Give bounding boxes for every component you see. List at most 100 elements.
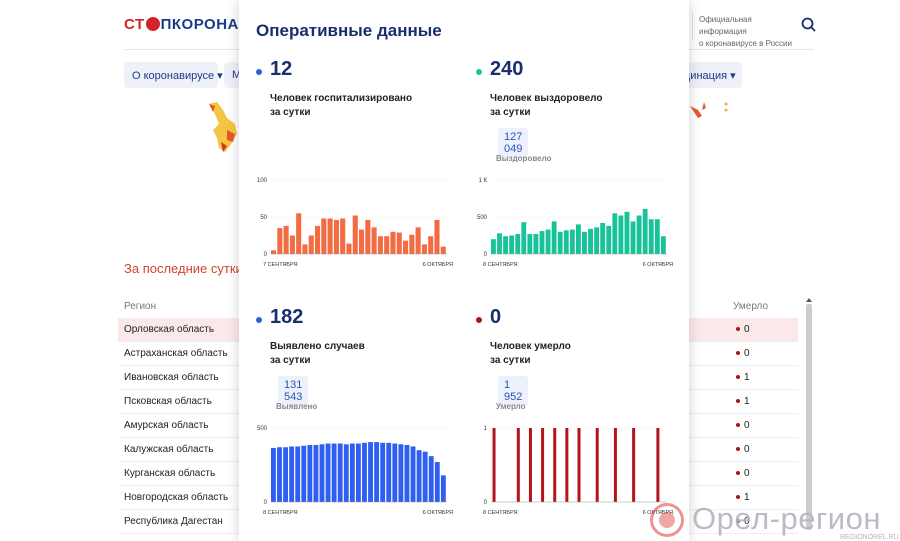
- x-start-label: 8 СЕНТЯБРЯ: [483, 262, 518, 268]
- chart-bar: [428, 456, 434, 502]
- chart-bar: [333, 219, 339, 254]
- chart-bar: [368, 442, 373, 502]
- chart-cases: 500 0 8 СЕНТЯБРЯ 6 ОКТЯБРЯ: [247, 420, 457, 520]
- deaths-value: 0: [744, 324, 750, 335]
- site-header: СТ ПКОРОНАВИ Официальная информация о кор…: [0, 0, 900, 52]
- chart-bar: [283, 225, 289, 254]
- table-row-region[interactable]: Новгородская область: [118, 486, 240, 510]
- chart-bar: [384, 236, 390, 254]
- deaths-value: 0: [744, 516, 750, 527]
- stat-value: 0: [490, 306, 502, 328]
- table-row-region[interactable]: Республика Дагестан: [118, 510, 240, 534]
- chart-bar: [613, 428, 617, 502]
- table-row-region[interactable]: Курганская область: [118, 462, 240, 486]
- chart-bar: [654, 219, 660, 254]
- russia-map-fragment-right: [690, 102, 728, 118]
- section-title-last-day: За последние сутки: [124, 261, 243, 276]
- table-row-deaths: 0: [688, 438, 798, 462]
- bullet-icon: [736, 327, 740, 332]
- deaths-value: 1: [744, 372, 750, 383]
- chart-bar: [325, 443, 331, 502]
- chart-bar: [434, 219, 440, 254]
- table-row-region[interactable]: Орловская область: [118, 318, 240, 342]
- chart-bar: [545, 229, 551, 254]
- chart-bar: [582, 231, 587, 254]
- header-divider: [692, 12, 693, 40]
- chart-bar: [346, 243, 352, 254]
- bullet-icon: [736, 423, 740, 428]
- table-row-region[interactable]: Астраханская область: [118, 342, 240, 366]
- table-row-region[interactable]: Псковская область: [118, 390, 240, 414]
- chart-bar: [362, 442, 367, 502]
- y-tick-label: 1 К: [479, 178, 488, 184]
- chart-bar: [497, 233, 502, 254]
- chart-bar: [319, 444, 325, 502]
- chart-bar: [541, 428, 545, 502]
- nav-about-coronavirus[interactable]: О коронавирусе ▾: [124, 62, 223, 88]
- chart-bar: [551, 221, 557, 254]
- table-row-deaths: 0: [688, 342, 798, 366]
- operational-data-panel: Оперативные данные 12 Человек госпитализ…: [239, 0, 689, 541]
- stat-total: 131 543: [278, 376, 309, 406]
- x-end-label: 6 ОКТЯБРЯ: [643, 262, 673, 268]
- chart-bar: [509, 235, 515, 254]
- table-row-region[interactable]: Амурская область: [118, 414, 240, 438]
- chart-bar: [392, 443, 398, 502]
- nav-item-measures[interactable]: М: [224, 62, 241, 88]
- y-tick-label: 0: [264, 500, 268, 506]
- chart-bar: [569, 229, 575, 254]
- chart-bar: [390, 231, 396, 254]
- table-row-deaths: 0: [688, 318, 798, 342]
- stat-total: 127 049: [498, 128, 529, 158]
- chart-bar: [327, 218, 333, 254]
- chart-bar: [410, 446, 416, 502]
- watermark: Орел-регион REGIONOREL.RU: [650, 501, 900, 541]
- table-row-region[interactable]: Ивановская область: [118, 366, 240, 390]
- chart-bar: [283, 447, 289, 502]
- chart-bar: [521, 222, 527, 254]
- chart-bar: [553, 428, 557, 502]
- chart-bar: [612, 213, 618, 254]
- table-header-deaths: Умерло: [733, 301, 769, 312]
- scroll-up-icon[interactable]: [806, 298, 812, 302]
- y-tick-label: 0: [484, 252, 488, 258]
- chart-bar: [606, 225, 612, 254]
- stat-value: 12: [270, 58, 293, 80]
- table-scrollbar[interactable]: [805, 296, 813, 536]
- site-logo[interactable]: СТ ПКОРОНАВИ: [124, 16, 262, 33]
- table-row-deaths: 0: [688, 414, 798, 438]
- chart-bar: [289, 446, 295, 502]
- chart-bar: [349, 443, 355, 502]
- chart-bar: [527, 234, 533, 254]
- search-icon[interactable]: [800, 16, 818, 34]
- stat-label: Человек умерло за сутки: [490, 341, 571, 366]
- stat-value: 240: [490, 58, 524, 80]
- chart-bar: [595, 428, 599, 502]
- chart-bar: [565, 428, 569, 502]
- chart-bar: [528, 428, 532, 502]
- chart-bar: [380, 442, 386, 502]
- chart-bar: [277, 228, 283, 254]
- scroll-thumb[interactable]: [806, 304, 812, 530]
- deaths-value: 0: [744, 420, 750, 431]
- chart-bar: [515, 234, 521, 254]
- x-start-label: 8 СЕНТЯБРЯ: [483, 510, 518, 516]
- y-tick-label: 1: [484, 426, 488, 432]
- deaths-value: 0: [744, 348, 750, 359]
- chart-bar: [403, 240, 409, 254]
- chart-bar: [563, 230, 569, 254]
- chart-bar: [434, 462, 440, 502]
- chart-bar: [337, 443, 343, 502]
- panel-title: Оперативные данные: [256, 21, 442, 40]
- chart-recovered: 1 К 500 0 8 СЕНТЯБРЯ 6 ОКТЯБРЯ: [467, 172, 677, 272]
- bullet-icon: [476, 317, 482, 323]
- stat-total-label: Выздоровело: [496, 154, 552, 163]
- bullet-icon: [736, 447, 740, 452]
- chart-bar: [533, 234, 539, 254]
- chart-bar: [656, 428, 660, 502]
- chart-bar: [289, 235, 295, 254]
- chart-bar: [594, 227, 600, 254]
- y-tick-label: 500: [477, 215, 488, 221]
- chart-bar: [428, 236, 434, 254]
- table-row-region[interactable]: Калужская область: [118, 438, 240, 462]
